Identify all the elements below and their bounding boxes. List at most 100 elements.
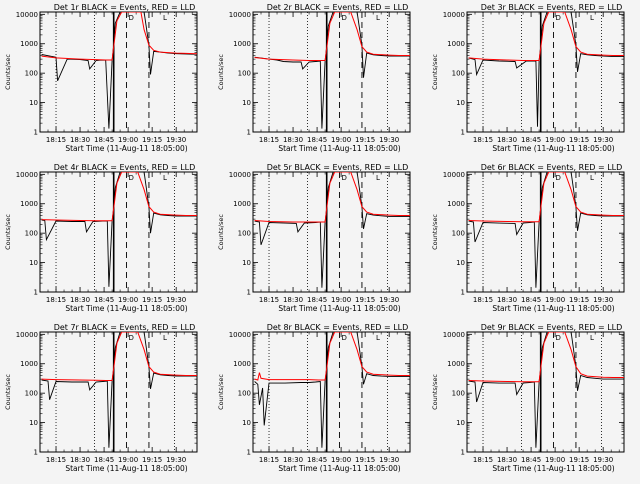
panel-8: Det 8r BLACK = Events, RED = LLD Counts/s… xyxy=(217,323,411,473)
y-tick-label: 1000 xyxy=(20,360,38,368)
y-tick-label: 100 xyxy=(238,70,251,78)
y-tick-label: 100 xyxy=(238,390,251,398)
x-tick-label: 19:30 xyxy=(379,456,399,464)
y-tick-label: 100 xyxy=(25,230,38,238)
x-tick-label: 19:30 xyxy=(166,456,186,464)
panel-5: Det 5r BLACK = Events, RED = LLD Counts/s… xyxy=(217,163,411,313)
x-tick-label: 19:30 xyxy=(166,136,186,144)
y-tick-label: 1 xyxy=(461,129,465,137)
x-tick-label: 19:15 xyxy=(355,456,375,464)
lld-line xyxy=(468,332,624,383)
y-tick-label: 1 xyxy=(247,289,251,297)
x-tick-label: 18:15 xyxy=(259,136,279,144)
panel-7: Det 7r BLACK = Events, RED = LLD Counts/s… xyxy=(4,323,198,473)
marker-letter: L xyxy=(163,334,167,342)
y-tick-label: 100 xyxy=(25,390,38,398)
marker-letter: L xyxy=(590,334,594,342)
plot-frame xyxy=(39,331,198,453)
plot-frame xyxy=(39,11,198,133)
y-tick-label: 10000 xyxy=(16,11,38,19)
marker-letter: D xyxy=(129,174,134,182)
y-axis-label: Counts/sec xyxy=(217,54,225,90)
plot-frame xyxy=(466,331,625,453)
events-line xyxy=(41,332,197,448)
lld-line xyxy=(41,332,197,381)
y-tick-label: 1000 xyxy=(233,360,251,368)
plot-frame xyxy=(466,11,625,133)
y-tick-label: 10000 xyxy=(229,11,251,19)
marker-letter: D xyxy=(556,334,561,342)
panel-title: Det 7r BLACK = Events, RED = LLD xyxy=(54,323,196,332)
x-tick-label: 18:30 xyxy=(70,296,90,304)
lld-line xyxy=(41,172,197,222)
x-tick-label: 18:15 xyxy=(46,456,66,464)
x-tick-label: 18:45 xyxy=(307,456,327,464)
marker-letter: L xyxy=(163,174,167,182)
x-axis-label: Start Time (11-Aug-11 18:05:00) xyxy=(492,144,614,153)
x-tick-label: 18:45 xyxy=(521,136,541,144)
x-tick-label: 18:15 xyxy=(473,136,493,144)
lld-line xyxy=(254,332,410,381)
marker-letter: L xyxy=(163,14,167,22)
x-tick-label: 18:15 xyxy=(259,296,279,304)
y-tick-label: 10 xyxy=(456,419,465,427)
y-tick-label: 1000 xyxy=(447,200,465,208)
x-tick-label: 19:00 xyxy=(331,456,351,464)
x-tick-label: 19:15 xyxy=(142,136,162,144)
y-tick-label: 10000 xyxy=(443,171,465,179)
events-line xyxy=(468,12,624,127)
marker-letter: D xyxy=(342,334,347,342)
marker-letter: D xyxy=(556,174,561,182)
x-tick-label: 18:45 xyxy=(307,296,327,304)
x-tick-label: 18:45 xyxy=(521,456,541,464)
x-tick-label: 19:15 xyxy=(569,456,589,464)
y-axis-label: Counts/sec xyxy=(431,54,439,90)
x-tick-label: 19:30 xyxy=(593,136,613,144)
x-tick-label: 19:00 xyxy=(545,296,565,304)
x-tick-label: 18:15 xyxy=(46,296,66,304)
y-tick-label: 10 xyxy=(456,259,465,267)
y-tick-label: 100 xyxy=(452,230,465,238)
events-line xyxy=(254,172,410,288)
y-axis-label: Counts/sec xyxy=(431,214,439,250)
x-axis-label: Start Time (11-Aug-11 18:05:00) xyxy=(492,464,614,473)
panel-title: Det 8r BLACK = Events, RED = LLD xyxy=(267,323,409,332)
plot-frame xyxy=(252,171,411,293)
x-tick-label: 19:30 xyxy=(379,136,399,144)
x-tick-label: 19:00 xyxy=(545,456,565,464)
panel-3: Det 3r BLACK = Events, RED = LLD Counts/s… xyxy=(431,3,625,153)
marker-letter: L xyxy=(376,334,380,342)
y-axis-label: Counts/sec xyxy=(217,214,225,250)
panel-title: Det 2r BLACK = Events, RED = LLD xyxy=(267,3,409,12)
x-tick-label: 18:15 xyxy=(473,456,493,464)
x-tick-label: 18:30 xyxy=(497,296,517,304)
x-tick-label: 19:00 xyxy=(118,456,138,464)
x-tick-label: 19:00 xyxy=(331,296,351,304)
y-tick-label: 10000 xyxy=(229,171,251,179)
y-tick-label: 10 xyxy=(29,419,38,427)
y-axis-label: Counts/sec xyxy=(217,374,225,410)
x-tick-label: 18:15 xyxy=(46,136,66,144)
events-line xyxy=(254,12,410,129)
y-axis-label: Counts/sec xyxy=(4,374,12,410)
y-tick-label: 1000 xyxy=(20,40,38,48)
plot-frame xyxy=(466,171,625,293)
marker-letter: D xyxy=(342,174,347,182)
lld-line xyxy=(254,172,410,223)
marker-letter: L xyxy=(376,174,380,182)
x-tick-label: 19:00 xyxy=(545,136,565,144)
y-tick-label: 1000 xyxy=(447,40,465,48)
y-tick-label: 1 xyxy=(247,129,251,137)
x-tick-label: 19:00 xyxy=(331,136,351,144)
marker-letter: L xyxy=(590,14,594,22)
x-tick-label: 19:00 xyxy=(118,296,138,304)
marker-letter: L xyxy=(590,174,594,182)
x-tick-label: 19:30 xyxy=(593,456,613,464)
y-tick-label: 10 xyxy=(242,259,251,267)
panel-title: Det 9r BLACK = Events, RED = LLD xyxy=(481,323,623,332)
x-tick-label: 19:30 xyxy=(379,296,399,304)
events-line xyxy=(41,172,197,287)
y-tick-label: 1000 xyxy=(233,200,251,208)
y-tick-label: 100 xyxy=(238,230,251,238)
